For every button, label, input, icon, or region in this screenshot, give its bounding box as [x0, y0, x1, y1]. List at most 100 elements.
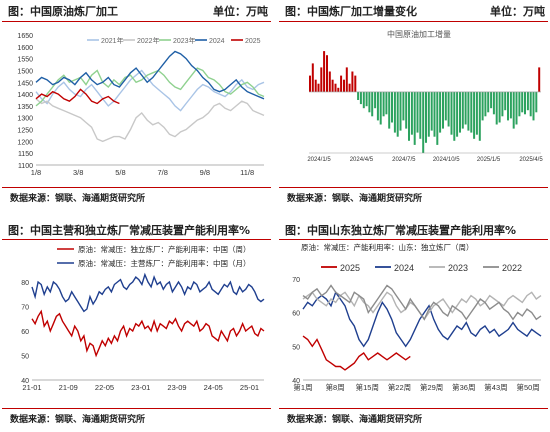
bar: [521, 91, 524, 113]
series-line: [35, 88, 120, 105]
x-tick-label: 21-01: [22, 383, 41, 392]
panel-title-text: 图：中国山东独立炼厂常减压装置产能利用率%: [285, 224, 517, 237]
bar: [515, 91, 518, 125]
x-tick-label: 第29周: [420, 382, 443, 392]
bar: [323, 51, 326, 92]
y-tick-label: 1200: [17, 139, 33, 146]
source-divider: [2, 408, 271, 409]
legend-label: 2024: [209, 38, 225, 45]
bar: [535, 91, 538, 113]
title-divider: [2, 21, 271, 22]
bar: [427, 91, 430, 137]
bar: [529, 91, 532, 117]
x-tick-label: 2025/4/5: [519, 157, 543, 163]
bar: [470, 91, 473, 133]
bar: [393, 91, 396, 133]
panel-title: 图：中国炼厂加工增量变化 单位：万吨: [285, 3, 545, 21]
source-text: 数据来源：钢联、海通期货研究所: [10, 194, 146, 204]
bar: [526, 91, 529, 111]
bar: [357, 91, 360, 100]
panel-title-text: 图：中国原油炼厂加工: [8, 5, 118, 18]
x-tick-label: 23-01: [131, 383, 150, 392]
bar: [430, 91, 433, 131]
x-tick-label: 23-09: [167, 383, 186, 392]
bar: [368, 91, 371, 113]
bar: [459, 91, 461, 133]
bar: [416, 91, 419, 133]
chart-cdu-utilization: 40 50 60 70 80 21-01 21-09 22-05 23-01 23-09 24-05…: [21, 244, 265, 392]
legend-label: 原油：常减压：独立炼厂：产能利用率：中国（周）: [78, 244, 251, 254]
y-tick-label: 1350: [17, 104, 33, 111]
x-tick-label: 21-09: [59, 383, 78, 392]
legend-label: 2024: [394, 263, 414, 273]
bar: [490, 91, 493, 109]
bar: [413, 91, 416, 145]
bar: [354, 75, 357, 92]
y-tick-label: 1150: [18, 151, 33, 158]
title-divider: [2, 239, 271, 240]
chart-shandong-utilization: 原油：常减压：产能利用率：山东：独立炼厂（周） 40 50 60 70 第1周 第8周 第15…: [292, 242, 542, 392]
legend-label: 2022年: [137, 36, 160, 45]
legend-label: 2023: [448, 263, 468, 273]
x-tick-label: 2024/7/5: [392, 157, 416, 163]
x-tick-label: 25-01: [240, 383, 259, 392]
x-tick-label: 7/8: [157, 168, 167, 177]
bar: [331, 79, 334, 92]
y-tick-label: 60: [21, 329, 29, 336]
y-tick-label: 1250: [17, 128, 33, 135]
bar: [439, 91, 442, 133]
y-tick-label: 40: [292, 378, 300, 385]
panel-title: 图：中国山东独立炼厂常减压装置产能利用率%: [285, 222, 545, 240]
source-divider: [279, 408, 548, 409]
bar: [334, 83, 337, 92]
legend-label: 2021年: [101, 36, 124, 45]
bar: [371, 91, 374, 117]
y-tick-label: 1400: [17, 92, 33, 99]
legend-label: 2023年: [173, 36, 196, 45]
bar: [456, 91, 459, 137]
x-tick-label: 第22周: [388, 382, 411, 392]
title-divider: [279, 239, 548, 240]
y-tick-label: 40: [21, 378, 29, 385]
x-tick-label: 第8周: [326, 382, 345, 392]
x-tick-label: 22-05: [95, 383, 114, 392]
bar: [328, 71, 331, 92]
y-tick-label: 1650: [17, 33, 33, 40]
bar: [498, 91, 501, 123]
bar: [396, 91, 399, 137]
source-text: 数据来源：钢联、海通期货研究所: [287, 194, 423, 204]
x-tick-label: 2025/1/5: [477, 157, 501, 163]
bar: [481, 91, 484, 121]
bar: [518, 91, 521, 117]
series-line: [35, 98, 265, 143]
bar: [382, 91, 385, 117]
bar: [317, 83, 320, 92]
x-tick-label: 第36周: [452, 382, 475, 392]
bar: [343, 79, 345, 92]
bar: [388, 91, 391, 129]
y-tick-label: 60: [292, 311, 300, 318]
y-tick-label: 70: [21, 305, 29, 312]
bar: [512, 91, 515, 129]
bar: [402, 91, 405, 121]
bar: [419, 91, 422, 139]
x-tick-label: 第1周: [293, 382, 312, 392]
bar: [532, 91, 535, 121]
bar: [422, 91, 425, 153]
series-line: [35, 50, 265, 100]
y-tick-label: 1500: [17, 68, 33, 75]
y-tick-label: 50: [292, 344, 300, 351]
x-tick-label: 5/8: [115, 168, 125, 177]
y-tick-label: 80: [21, 280, 29, 287]
legend-label: 2025: [340, 263, 360, 273]
y-tick-label: 50: [21, 354, 29, 361]
bar: [376, 91, 379, 121]
x-tick-label: 2024/4/5: [350, 157, 374, 163]
bar: [391, 91, 393, 123]
bar: [538, 67, 541, 92]
bar: [507, 91, 509, 121]
bar: [447, 91, 450, 127]
y-tick-label: 1450: [17, 80, 33, 87]
x-tick-label: 第43周: [484, 382, 507, 392]
bar: [399, 91, 402, 131]
